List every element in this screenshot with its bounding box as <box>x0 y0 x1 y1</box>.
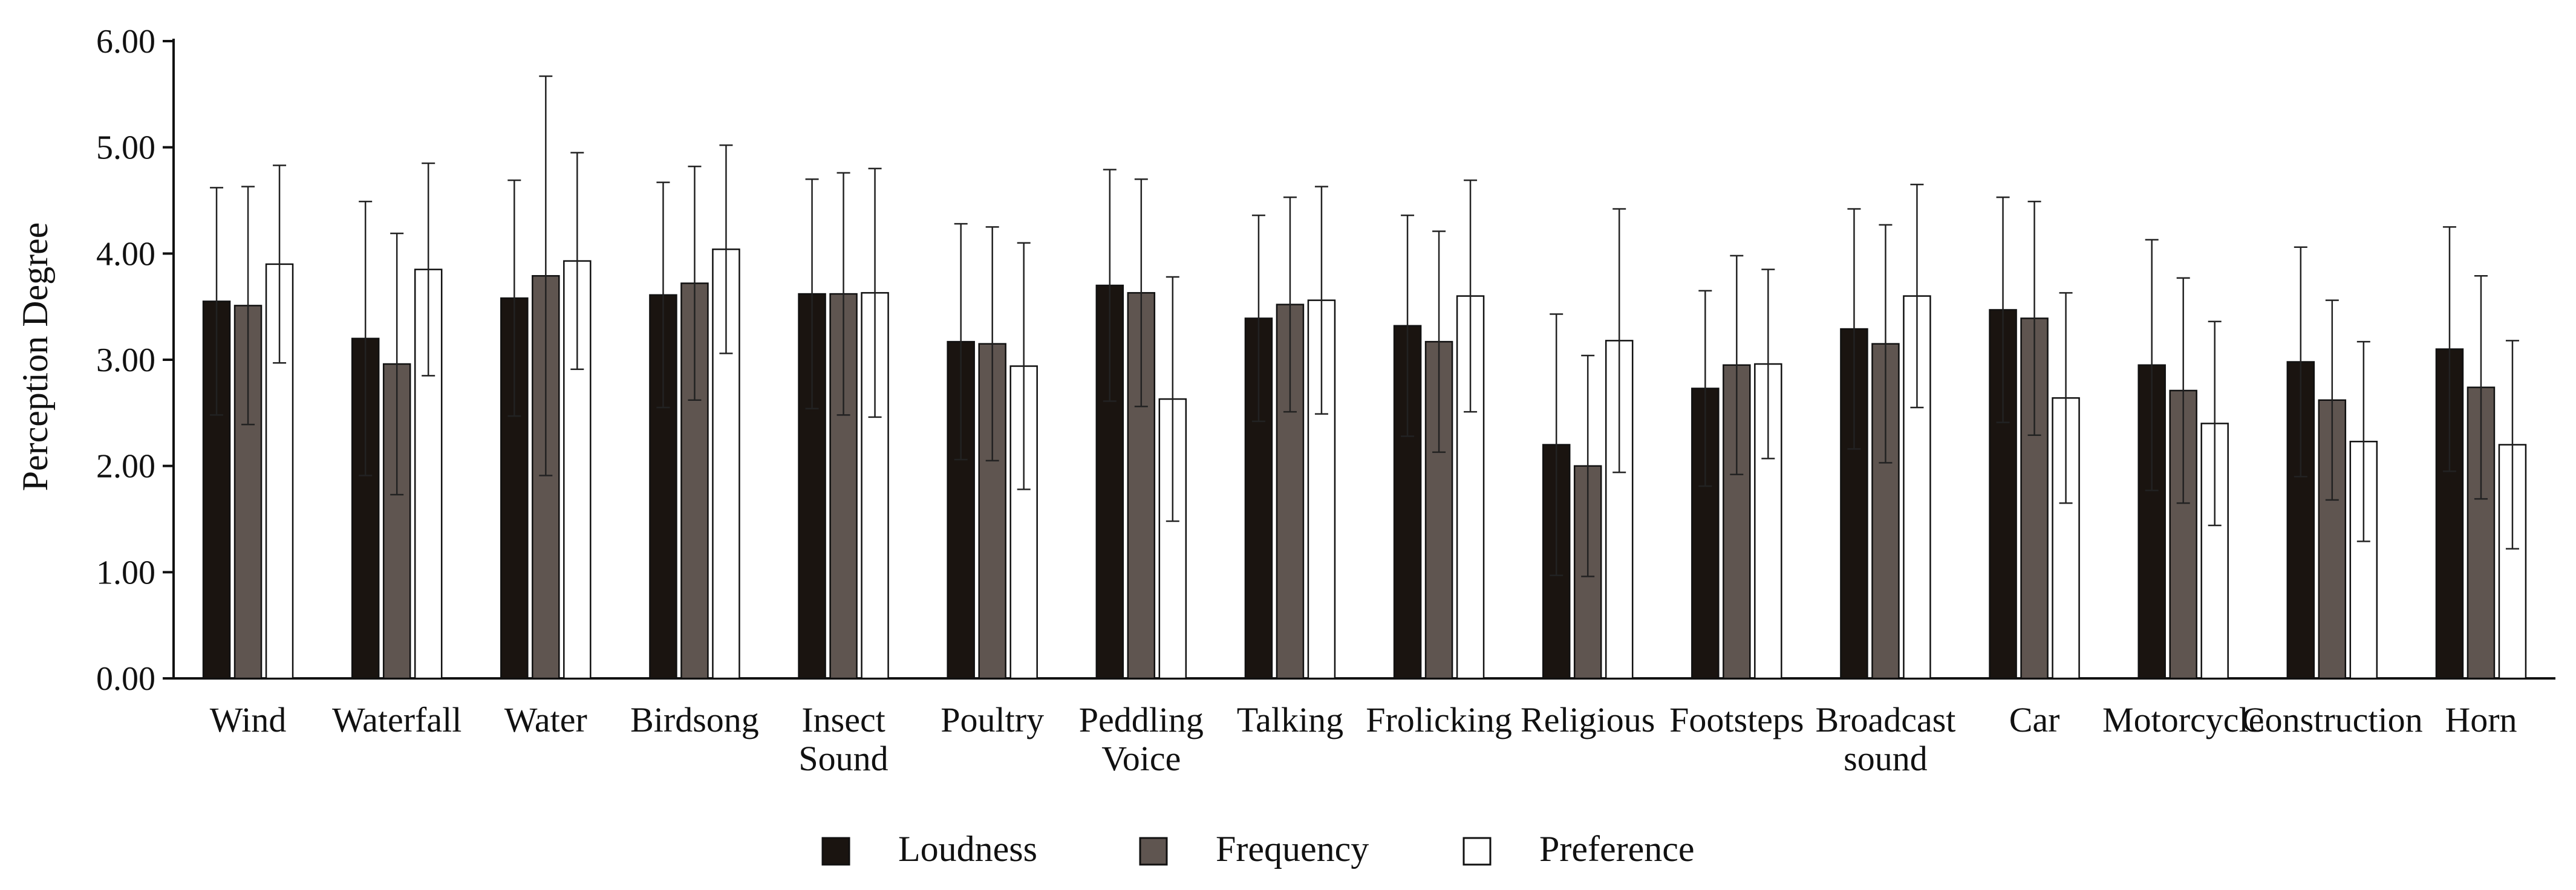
plot-area: 0.00 1.00 2.00 3.00 4.00 5.00 6.00 Wind Waterfal… <box>96 23 2555 778</box>
legend-swatch-loudness <box>821 837 850 866</box>
x-tick-label-line: Water <box>504 700 587 739</box>
x-tick-label-line: Religious <box>1521 700 1655 739</box>
bar-preference <box>1605 340 1634 680</box>
x-tick-label: Birdsong <box>630 700 759 739</box>
x-tick-label-line: Poultry <box>941 700 1044 739</box>
legend-label-frequency: Frequency <box>1216 829 1369 869</box>
x-tick-label-line: Peddling <box>1079 700 1204 739</box>
y-tick-label: 5.00 <box>96 129 155 167</box>
y-tick-label: 2.00 <box>96 448 155 486</box>
x-tick-label: Water <box>504 700 587 739</box>
x-tick-label: Peddling Voice <box>1079 700 1204 778</box>
x-tick-label-line: Wind <box>210 700 287 739</box>
x-tick-label-line: Birdsong <box>630 700 759 739</box>
x-tick-label-line: sound <box>1844 739 1928 778</box>
legend-swatch-preference <box>1462 837 1492 866</box>
x-tick-label: Broadcast sound <box>1815 700 1955 778</box>
x-tick-label: Talking <box>1237 700 1343 739</box>
legend-label-preference: Preference <box>1539 829 1694 869</box>
y-tick-label: 4.00 <box>96 235 155 273</box>
x-tick-label: Waterfall <box>332 700 461 739</box>
x-tick-label: Horn <box>2445 700 2517 739</box>
x-tick-label-line: Talking <box>1237 700 1343 739</box>
x-tick-label-line: Car <box>2009 700 2060 739</box>
x-tick-label: Insect Sound <box>798 700 888 778</box>
y-axis-title: Perception Degree <box>15 223 55 492</box>
x-tick-label: Frolicking <box>1366 700 1512 739</box>
x-tick-label-line: Footsteps <box>1669 700 1804 739</box>
x-tick-label: Poultry <box>941 700 1044 739</box>
x-tick-label-line: Horn <box>2445 700 2517 739</box>
x-tick-label: Religious <box>1521 700 1655 739</box>
x-tick-label: Construction <box>2242 700 2423 739</box>
x-tick-label: Wind <box>210 700 287 739</box>
y-tick-label: 6.00 <box>96 23 155 60</box>
x-tick-label-line: Broadcast <box>1815 700 1955 739</box>
x-tick-label-line: Sound <box>798 739 888 778</box>
x-tick-label: Motorcycle <box>2102 700 2264 739</box>
y-tick-label: 3.00 <box>96 342 155 379</box>
legend: Loudness Frequency Preference <box>821 829 1694 869</box>
x-tick-label-line: Frolicking <box>1366 700 1512 739</box>
x-tick-label: Footsteps <box>1669 700 1804 739</box>
legend-label-loudness: Loudness <box>898 829 1037 869</box>
y-tick-label: 0.00 <box>96 660 155 698</box>
x-tick-label-line: Insect <box>801 700 885 739</box>
legend-swatch-frequency <box>1139 837 1168 866</box>
x-tick-label-line: Motorcycle <box>2102 700 2264 739</box>
x-tick-label-line: Voice <box>1101 739 1181 778</box>
x-tick-label-line: Waterfall <box>332 700 461 739</box>
x-tick-label: Car <box>2009 700 2060 739</box>
x-tick-label-line: Construction <box>2242 700 2423 739</box>
y-tick-label: 1.00 <box>96 554 155 591</box>
